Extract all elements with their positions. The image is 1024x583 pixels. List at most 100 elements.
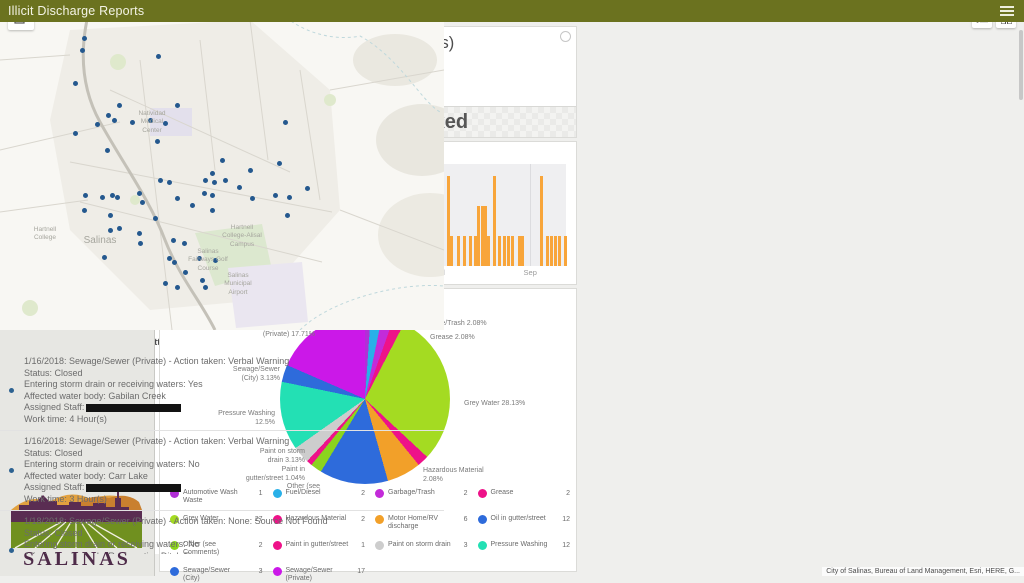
map-point[interactable] xyxy=(155,139,160,144)
map-point[interactable] xyxy=(197,256,202,261)
map-point[interactable] xyxy=(105,148,110,153)
map-point[interactable] xyxy=(167,256,172,261)
legend-item-automotive-wash-waste[interactable]: Automotive Wash Waste 1 xyxy=(170,489,263,505)
map-point[interactable] xyxy=(83,193,88,198)
attribute-record[interactable]: 1/18/2018: Sewage/Sewer (Private) - Acti… xyxy=(0,511,444,554)
map-point[interactable] xyxy=(183,270,188,275)
attribute-record[interactable]: 1/16/2018: Sewage/Sewer (Private) - Acti… xyxy=(0,351,444,431)
map-point[interactable] xyxy=(153,216,158,221)
map-point[interactable] xyxy=(130,120,135,125)
map-point[interactable] xyxy=(112,118,117,123)
bar-chart-bar[interactable] xyxy=(545,236,549,266)
map-point[interactable] xyxy=(210,208,215,213)
map-point[interactable] xyxy=(175,196,180,201)
legend-item-paint-on-storm-drain[interactable]: Paint on storm drain 3 xyxy=(375,541,468,557)
legend-item-fuel-diesel[interactable]: Fuel/Diesel 2 xyxy=(272,489,365,505)
map-point[interactable] xyxy=(202,191,207,196)
bar-chart-bar[interactable] xyxy=(557,236,561,266)
map-point[interactable] xyxy=(175,285,180,290)
map-point[interactable] xyxy=(137,191,142,196)
map-point[interactable] xyxy=(220,158,225,163)
map-point[interactable] xyxy=(110,193,115,198)
legend-item-grey-water[interactable]: Grey Water 27 xyxy=(170,515,263,531)
map-point[interactable] xyxy=(117,226,122,231)
map-point[interactable] xyxy=(167,180,172,185)
map-point[interactable] xyxy=(210,193,215,198)
map-point[interactable] xyxy=(210,171,215,176)
map-point[interactable] xyxy=(115,195,120,200)
map-point[interactable] xyxy=(82,208,87,213)
legend-item-grease[interactable]: Grease 2 xyxy=(477,489,570,505)
map-point[interactable] xyxy=(138,241,143,246)
legend-item-motor-home-rv-discharge[interactable]: Motor Home/RV discharge 6 xyxy=(375,515,468,531)
map-point[interactable] xyxy=(285,213,290,218)
map-point[interactable] xyxy=(163,281,168,286)
bar-chart-bar[interactable] xyxy=(549,236,553,266)
legend-item-sewage-sewer-city[interactable]: Sewage/Sewer (City) 3 xyxy=(170,567,263,583)
map-point[interactable] xyxy=(287,195,292,200)
legend-item-sewage-sewer-private[interactable]: Sewage/Sewer (Private) 17 xyxy=(272,567,365,583)
map-point[interactable] xyxy=(100,195,105,200)
legend-item-oil-in-gutter-street[interactable]: Oil in gutter/street 12 xyxy=(477,515,570,531)
map-point[interactable] xyxy=(163,121,168,126)
map-point[interactable] xyxy=(237,185,242,190)
bar-chart-bar[interactable] xyxy=(468,236,472,266)
pie-chart[interactable] xyxy=(280,314,450,484)
bar-chart-bar[interactable] xyxy=(498,236,502,266)
bar-chart-bar[interactable] xyxy=(456,236,460,266)
map-point[interactable] xyxy=(248,168,253,173)
legend-item-paint-in-gutter-street[interactable]: Paint in gutter/street 1 xyxy=(272,541,365,557)
map-point[interactable] xyxy=(250,196,255,201)
bar-chart-bar[interactable] xyxy=(447,176,451,266)
map-point[interactable] xyxy=(108,213,113,218)
map-point[interactable] xyxy=(148,118,153,123)
legend-item-pressure-washing[interactable]: Pressure Washing 12 xyxy=(477,541,570,557)
map-point[interactable] xyxy=(190,203,195,208)
map-point[interactable] xyxy=(137,231,142,236)
bar-chart-bar[interactable] xyxy=(510,236,514,266)
legend-item-other-see-comments[interactable]: Other (see Comments) 2 xyxy=(170,541,263,557)
bar-chart-bar[interactable] xyxy=(493,176,496,266)
bar-chart-bar[interactable] xyxy=(484,206,488,266)
legend-item-garbage-trash[interactable]: Garbage/Trash 2 xyxy=(375,489,468,505)
bar-chart-bar[interactable] xyxy=(481,206,485,266)
map-point[interactable] xyxy=(73,81,78,86)
bar-chart-bar[interactable] xyxy=(474,236,478,266)
map-point[interactable] xyxy=(203,285,208,290)
map-point[interactable] xyxy=(102,255,107,260)
bar-chart-bar[interactable] xyxy=(450,236,454,266)
map-point[interactable] xyxy=(106,113,111,118)
bar-chart-bar[interactable] xyxy=(487,236,491,266)
bar-chart-bar[interactable] xyxy=(539,176,543,266)
menu-icon[interactable] xyxy=(998,4,1016,18)
map-point[interactable] xyxy=(283,120,288,125)
map-point[interactable] xyxy=(95,122,100,127)
legend-item-hazardous-material[interactable]: Hazardous Material 2 xyxy=(272,515,365,531)
map-point[interactable] xyxy=(80,48,85,53)
bar-chart-bar[interactable] xyxy=(521,236,525,266)
bar-chart-bar[interactable] xyxy=(506,236,510,266)
bar-chart-bar[interactable] xyxy=(502,236,506,266)
map-point[interactable] xyxy=(73,131,78,136)
map-point[interactable] xyxy=(223,178,228,183)
map-point[interactable] xyxy=(175,103,180,108)
map-point[interactable] xyxy=(172,260,177,265)
map-point[interactable] xyxy=(200,278,205,283)
map-point[interactable] xyxy=(117,103,122,108)
map-point[interactable] xyxy=(212,180,217,185)
map-point[interactable] xyxy=(182,241,187,246)
map-point[interactable] xyxy=(213,258,218,263)
map-point[interactable] xyxy=(203,178,208,183)
map-point[interactable] xyxy=(140,200,145,205)
bar-chart-bar[interactable] xyxy=(554,236,558,266)
bar-chart-bar[interactable] xyxy=(476,206,480,266)
bar-chart-bar[interactable] xyxy=(563,236,567,266)
map-point[interactable] xyxy=(305,186,310,191)
map-point[interactable] xyxy=(277,161,282,166)
map-point[interactable] xyxy=(108,228,113,233)
bar-chart-bar[interactable] xyxy=(517,236,521,266)
map-point[interactable] xyxy=(156,54,161,59)
map-point[interactable] xyxy=(82,36,87,41)
map-point[interactable] xyxy=(158,178,163,183)
